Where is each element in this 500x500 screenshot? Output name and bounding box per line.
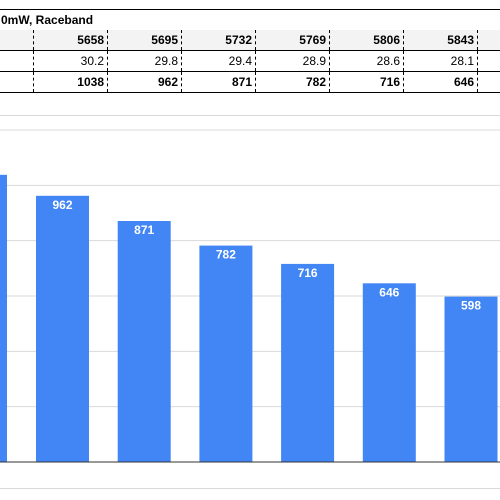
bar-partial[interactable] (0, 174, 7, 462)
bar-data-label: 716 (298, 266, 318, 280)
data-labels: 962 871 782 716 646 598 (52, 198, 481, 313)
distance-cell[interactable]: 716 (329, 72, 403, 92)
distance-cell[interactable]: 871 (181, 72, 255, 92)
empty-cell[interactable] (477, 30, 500, 50)
bar-data-label: 782 (216, 248, 236, 262)
bar-data-label: 962 (52, 198, 72, 212)
value-cell[interactable]: 30.2 (33, 51, 107, 71)
value-row: 30.2 29.8 29.4 28.9 28.6 28.1 (0, 51, 500, 72)
bar[interactable] (444, 296, 498, 462)
frequency-cell[interactable]: 5806 (329, 30, 403, 50)
bar[interactable] (199, 245, 253, 462)
bar[interactable] (36, 195, 89, 463)
bar-data-label: 646 (379, 285, 399, 299)
bar[interactable] (281, 263, 335, 462)
value-cell[interactable]: 29.8 (107, 51, 181, 71)
distance-cell[interactable]: 962 (107, 72, 181, 92)
distance-cell[interactable]: 1038 (33, 72, 107, 92)
bar[interactable] (117, 221, 171, 462)
frequency-cell[interactable]: 5695 (107, 30, 181, 50)
distance-cell[interactable]: 782 (255, 72, 329, 92)
value-cell[interactable]: 28.6 (329, 51, 403, 71)
bars (0, 174, 498, 463)
table-title: 0mW, Raceband (1, 13, 94, 27)
bar[interactable] (362, 283, 416, 462)
distance-cell[interactable]: 646 (403, 72, 477, 92)
frequency-cell[interactable]: 5769 (255, 30, 329, 50)
frequency-cell[interactable]: 5843 (403, 30, 477, 50)
frequency-cell[interactable]: 5732 (181, 30, 255, 50)
empty-cell[interactable] (477, 51, 500, 71)
chart-frame-top (0, 115, 500, 116)
value-cell[interactable]: 28.1 (403, 51, 477, 71)
frequency-row: 5658 5695 5732 5769 5806 5843 (0, 30, 500, 51)
chart-frame-bottom (0, 488, 500, 489)
distance-row: 1038 962 871 782 716 646 (0, 72, 500, 93)
value-cell[interactable]: 29.4 (181, 51, 255, 71)
value-cell[interactable]: 28.9 (255, 51, 329, 71)
frequency-cell[interactable]: 5658 (33, 30, 107, 50)
bar-data-label: 598 (461, 299, 481, 313)
empty-cell[interactable] (477, 72, 500, 92)
spreadsheet-table: 0mW, Raceband 5658 5695 5732 5769 5806 5… (0, 0, 500, 95)
bar-data-label: 871 (134, 223, 154, 237)
